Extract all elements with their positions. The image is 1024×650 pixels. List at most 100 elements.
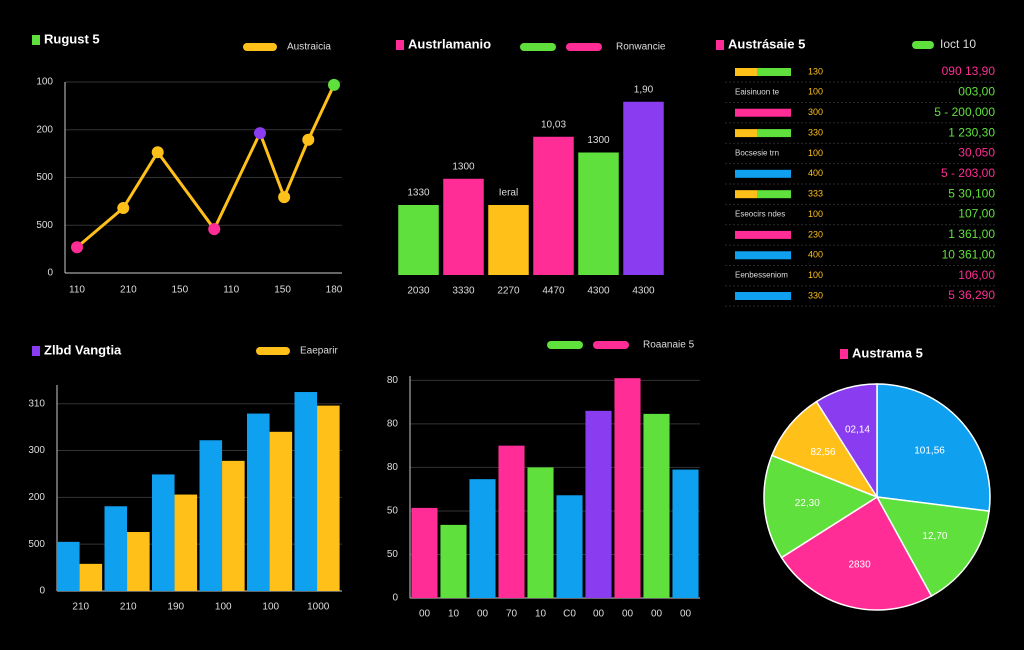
x-tick-label: 2270 — [497, 286, 520, 297]
title-marker — [32, 35, 40, 45]
y-tick-label: 80 — [387, 419, 399, 430]
pie-slice — [876, 383, 991, 513]
x-tick-label: 210 — [120, 285, 137, 296]
bar — [294, 392, 318, 591]
bar — [533, 136, 574, 275]
x-tick-label: 00 — [419, 609, 431, 620]
row-mid: 400 — [808, 250, 823, 260]
row-mid: 100 — [808, 87, 823, 97]
row-value: 1 230,30 — [948, 125, 995, 139]
x-tick-label: 10 — [535, 609, 547, 620]
pie-slice — [763, 454, 879, 559]
y-tick-label: 500 — [36, 172, 53, 183]
chart-title: Austrama 5 — [852, 345, 923, 360]
x-tick-label: 150 — [274, 285, 291, 296]
row-bar — [757, 129, 791, 138]
x-tick-label: 150 — [171, 285, 188, 296]
row-mid: 100 — [808, 270, 823, 280]
bar — [498, 445, 525, 598]
row-bar — [757, 190, 791, 199]
row-label: Eseocirs ndes — [735, 210, 785, 219]
row-bar — [735, 190, 757, 199]
legend-swatch — [256, 347, 290, 355]
x-tick-label: 70 — [506, 609, 518, 620]
slice-label: 02,14 — [845, 424, 870, 435]
legend-label: Roaanaie 5 — [643, 340, 695, 351]
x-tick-label: 2030 — [407, 286, 430, 297]
x-tick-label: 110 — [223, 285, 239, 296]
y-tick-label: 200 — [36, 124, 53, 135]
legend-swatch — [520, 43, 556, 51]
point — [117, 202, 130, 215]
row-mid: 130 — [808, 66, 823, 76]
bar — [247, 413, 270, 591]
legend-label: Ioct 10 — [940, 37, 976, 51]
value-label: 1,90 — [634, 84, 654, 95]
x-tick-label: 3330 — [452, 286, 475, 297]
x-tick-label: 1000 — [307, 602, 330, 613]
row-bar — [735, 169, 791, 178]
bar — [488, 205, 529, 275]
bar — [79, 563, 103, 591]
legend-swatch — [593, 341, 629, 349]
slice-label: 22,30 — [795, 498, 820, 509]
x-tick-label: C0 — [563, 609, 576, 620]
x-tick-label: 190 — [167, 602, 184, 613]
point — [328, 78, 340, 91]
y-tick-label: 500 — [36, 220, 53, 231]
chart-title: Austrlamanio — [408, 36, 491, 51]
row-value: 106,00 — [958, 268, 995, 282]
point — [71, 241, 83, 254]
y-tick-label: 80 — [387, 462, 399, 473]
bar — [269, 431, 293, 591]
chart-title: Zlbd Vangtia — [44, 342, 122, 357]
title-marker — [716, 40, 724, 50]
value-label: 10,03 — [541, 119, 566, 130]
legend-label: Austraicia — [287, 42, 331, 53]
chart-title: Austrásaie 5 — [728, 36, 805, 51]
bar — [127, 532, 150, 591]
bar — [411, 507, 438, 598]
x-tick-label: 00 — [622, 609, 634, 620]
line — [76, 84, 336, 249]
row-mid: 300 — [808, 107, 823, 117]
legend-swatch — [243, 43, 277, 51]
x-tick-label: 00 — [593, 609, 605, 620]
bar — [469, 479, 496, 598]
row-value: 10 361,00 — [942, 247, 996, 261]
y-tick-label: 0 — [39, 586, 45, 597]
bar — [440, 524, 467, 598]
slice-label: 12,70 — [922, 531, 947, 542]
bar — [556, 495, 583, 598]
x-tick-label: 00 — [651, 609, 663, 620]
slice-label: 82,56 — [811, 447, 836, 458]
pie-slice — [780, 495, 933, 611]
row-label: Eenbesseniom — [735, 271, 788, 280]
title-marker — [840, 349, 848, 359]
legend-swatch — [912, 41, 934, 49]
row-value: 5 30,100 — [948, 186, 995, 200]
row-value: 30,050 — [958, 146, 995, 160]
x-tick-label: 4300 — [587, 286, 610, 297]
row-bar — [735, 129, 757, 138]
slice-label: 2830 — [848, 559, 871, 570]
row-value: 5 - 200,000 — [934, 105, 995, 119]
row-label: Bocsesie trn — [735, 149, 779, 158]
title-marker — [32, 346, 40, 356]
row-value: 5 36,290 — [948, 288, 995, 302]
x-tick-label: 00 — [477, 609, 489, 620]
bar — [578, 152, 619, 275]
point — [151, 146, 164, 159]
slice-label: 101,56 — [914, 445, 945, 456]
bar — [672, 469, 699, 598]
value-label: Ieral — [499, 188, 518, 199]
row-value: 003,00 — [958, 85, 995, 99]
row-bar — [735, 230, 791, 239]
x-tick-label: 100 — [215, 602, 232, 613]
y-tick-label: 50 — [387, 506, 399, 517]
legend-label: Eaeparir — [300, 346, 338, 357]
pie-slice — [875, 496, 990, 598]
row-mid: 100 — [808, 209, 823, 219]
y-tick-label: 200 — [28, 492, 45, 503]
